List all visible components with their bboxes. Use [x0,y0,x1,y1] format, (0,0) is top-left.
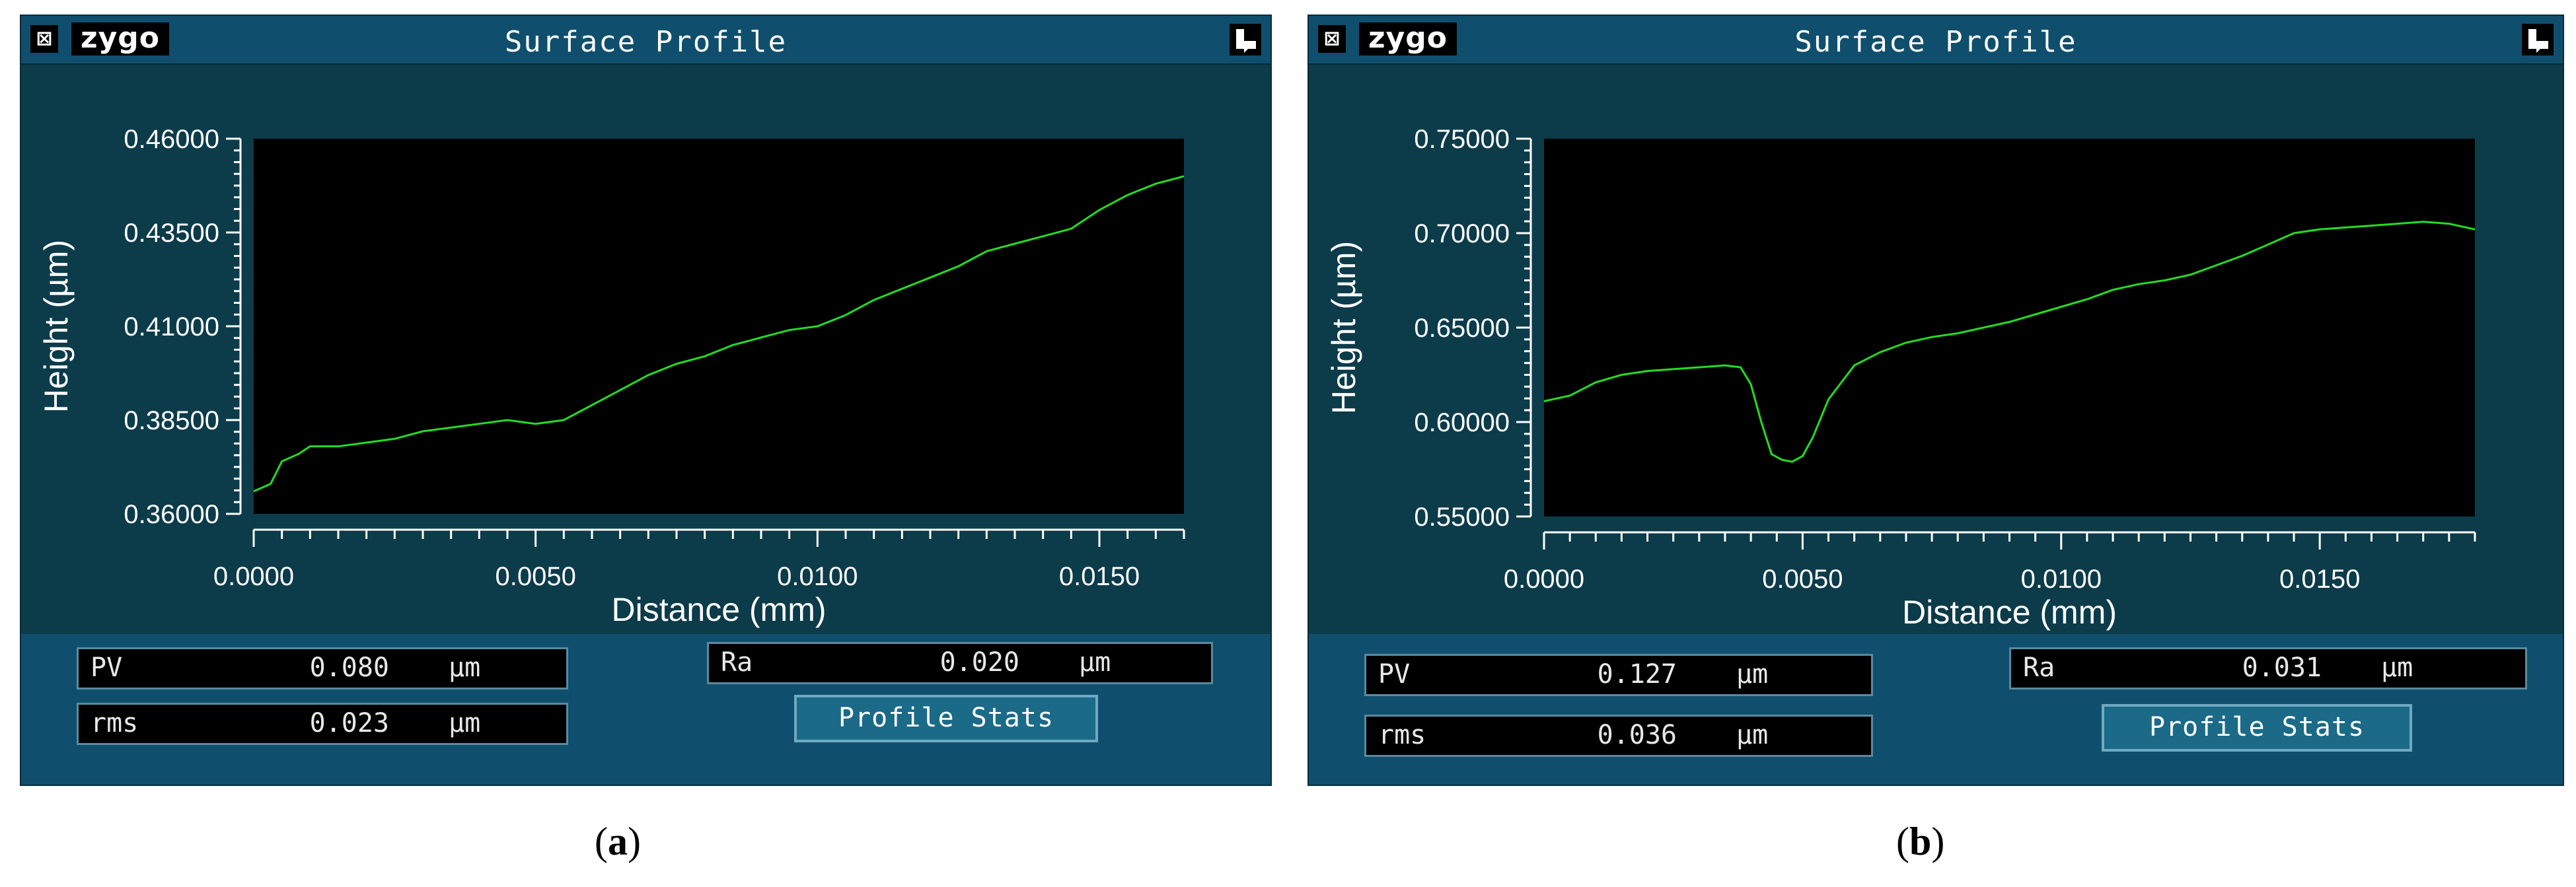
window-close-icon[interactable]: ⊠ [1318,25,1346,53]
ra-unit: µm [1079,647,1111,678]
zygo-logo: zygo [71,22,169,55]
x-tick-label: 0.0150 [1059,562,1140,591]
pv-field: PV 0.080 µm [77,647,568,690]
pv-value: 0.127 [1597,659,1677,690]
surface-profile-window: ⊠ zygo Surface Profile 0.36000 0.38500 0.4… [20,15,1272,786]
y-axis-label: Height (µm) [1325,241,1362,414]
y-tick-label: 0.70000 [1414,219,1510,248]
stats-panel: PV 0.080 µm rms 0.023 µm Ra 0.020 µm Pro… [21,634,1270,785]
profile-chart: 0.36000 0.38500 0.41000 0.43500 0.46000 0.000… [38,125,1185,628]
ra-label: Ra [2023,653,2055,683]
y-tick-label: 0.55000 [1414,503,1510,532]
x-axis-label: Distance (mm) [611,591,826,628]
surface-profile-window: ⊠ zygo Surface Profile 0.55000 0.60000 0.6… [1307,15,2564,786]
x-tick-label: 0.0050 [495,562,575,591]
stats-panel: PV 0.127 µm rms 0.036 µm Ra 0.031 µm Pro… [1309,634,2563,785]
rms-label: rms [1378,720,1426,750]
x-axis-label: Distance (mm) [1902,594,2117,631]
pv-value: 0.080 [309,653,389,683]
plot-area [1544,139,2475,516]
rms-label: rms [91,708,139,738]
y-tick-label: 0.65000 [1414,314,1510,343]
title-bar: ⊠ zygo Surface Profile [21,16,1270,63]
rms-field: rms 0.023 µm [77,703,568,745]
window-title: Surface Profile [1794,25,2077,59]
x-tick-label: 0.0000 [1504,565,1584,594]
y-tick-label: 0.43500 [124,219,219,248]
pv-field: PV 0.127 µm [1364,654,1873,696]
pv-label: PV [91,653,123,683]
y-tick-label: 0.38500 [124,406,219,435]
plot-area [254,139,1184,514]
pv-label: PV [1378,659,1411,690]
caption-letter: a [607,820,628,863]
y-tick-label: 0.41000 [124,312,219,341]
x-tick-label: 0.0050 [1762,565,1843,594]
window-menu-icon[interactable] [1230,24,1261,55]
profile-plot-panel: 0.36000 0.38500 0.41000 0.43500 0.46000 0.000… [21,63,1270,635]
window-title: Surface Profile [504,25,788,59]
rms-unit: µm [1736,720,1769,750]
profile-stats-button[interactable]: Profile Stats [794,695,1098,742]
profile-stats-button[interactable]: Profile Stats [2102,704,2412,752]
caption-a: (a) [595,820,641,863]
ra-unit: µm [2381,653,2413,683]
pv-unit: µm [449,653,481,683]
ra-value: 0.031 [2242,653,2322,683]
window-close-icon[interactable]: ⊠ [30,25,58,53]
y-tick-label: 0.46000 [124,125,219,154]
ra-value: 0.020 [939,647,1019,678]
rms-value: 0.036 [1597,720,1677,750]
zygo-logo: zygo [1359,22,1457,55]
ra-field: Ra 0.031 µm [2009,647,2527,690]
caption-b: (b) [1896,820,1945,863]
y-axis-label: Height (µm) [38,240,75,413]
profile-chart: 0.55000 0.60000 0.65000 0.70000 0.75000 0.000… [1325,125,2476,631]
profile-line [1543,221,2476,463]
rms-value: 0.023 [309,708,389,738]
x-tick-label: 0.0000 [213,562,294,591]
ra-field: Ra 0.020 µm [707,642,1213,684]
profile-plot-panel: 0.55000 0.60000 0.65000 0.70000 0.75000 0.000… [1309,63,2563,635]
caption-letter: b [1909,820,1932,863]
window-menu-icon[interactable] [2522,24,2554,55]
ra-label: Ra [721,647,753,678]
x-tick-label: 0.0100 [2021,565,2102,594]
rms-unit: µm [449,708,481,738]
y-tick-label: 0.75000 [1414,125,1510,154]
y-tick-label: 0.60000 [1414,408,1510,437]
pv-unit: µm [1736,659,1769,690]
profile-line [253,175,1185,493]
rms-field: rms 0.036 µm [1364,715,1873,757]
y-tick-label: 0.36000 [124,500,219,529]
title-bar: ⊠ zygo Surface Profile [1309,16,2563,63]
x-tick-label: 0.0100 [777,562,858,591]
x-tick-label: 0.0150 [2279,565,2360,594]
